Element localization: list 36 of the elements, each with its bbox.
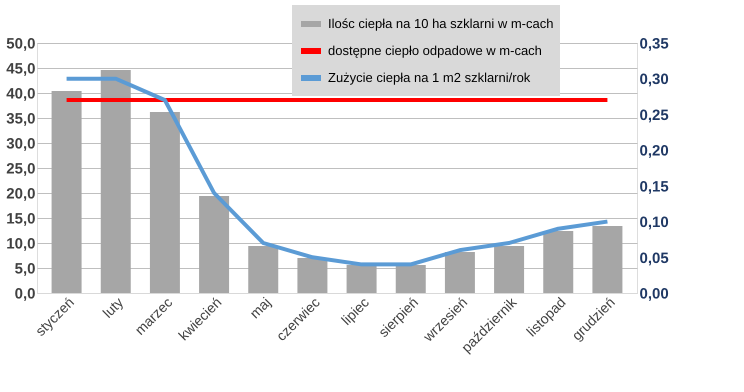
bar — [543, 231, 574, 293]
bar — [248, 246, 278, 293]
y-tick-label: 50,0 — [6, 36, 36, 52]
bar — [150, 112, 180, 293]
y-tick-label: 5,0 — [14, 260, 36, 278]
y2-tick-label: 0,35 — [640, 36, 669, 52]
y-tick-label: 10,0 — [6, 236, 36, 252]
y-tick-label: 25,0 — [6, 160, 36, 178]
y-tick-label: 30,0 — [6, 136, 36, 152]
y2-tick-label: 0,15 — [640, 178, 669, 196]
bar — [199, 196, 230, 293]
y2-tick-label: 0,30 — [640, 71, 669, 88]
bar — [346, 265, 377, 293]
y-tick-label: 45,0 — [6, 60, 36, 78]
y-tick-label: 0,0 — [14, 286, 36, 302]
y2-tick-label: 0,25 — [640, 106, 669, 124]
bar — [52, 91, 82, 293]
y-tick-label: 15,0 — [6, 210, 36, 228]
x-tick-label: maj — [246, 294, 274, 322]
y-tick-label: 40,0 — [6, 86, 36, 102]
bar — [100, 70, 131, 293]
y2-tick-label: 0,05 — [640, 250, 669, 267]
bar — [297, 258, 328, 293]
y-tick-label: 35,0 — [6, 110, 36, 128]
y2-tick-label: 0,10 — [640, 214, 669, 232]
legend-label: dostępne ciepło odpadowe w m-cach — [328, 43, 542, 58]
y2-tick-label: 0,20 — [640, 142, 669, 160]
x-tick-label: luty — [99, 294, 126, 321]
bar — [494, 246, 524, 293]
bar — [396, 265, 426, 293]
y-tick-label: 20,0 — [6, 186, 36, 202]
bar — [444, 252, 475, 293]
legend-label: Zużycie ciepła na 1 m2 szklarni/rok — [328, 70, 531, 85]
legend-label: Ilośc ciepła na 10 ha szklarni w m-cach — [328, 16, 554, 31]
y2-tick-label: 0,00 — [640, 286, 669, 302]
bar — [592, 226, 622, 293]
